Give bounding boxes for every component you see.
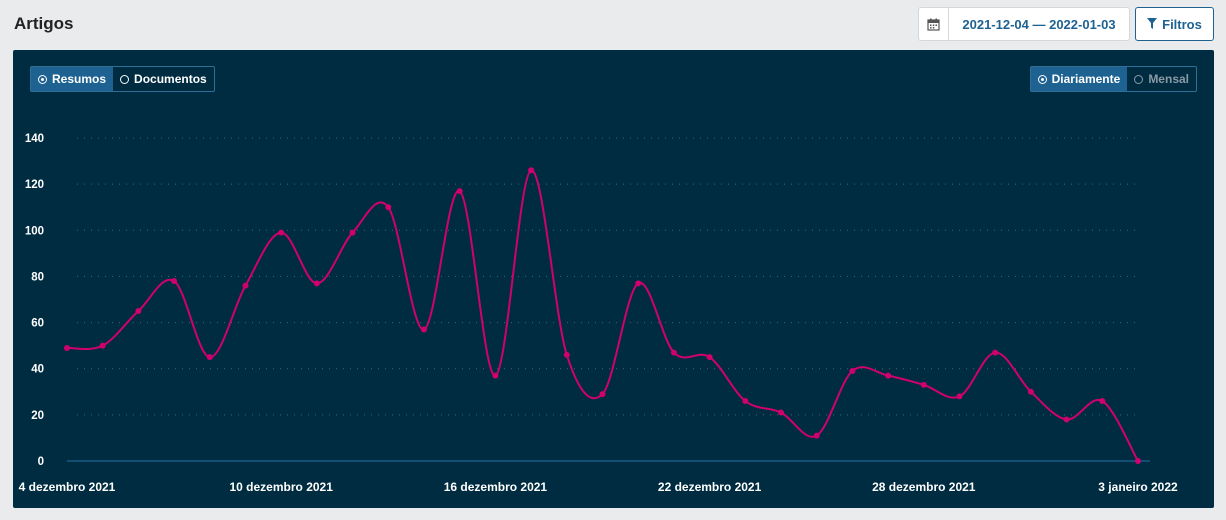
filter-button[interactable]: Filtros <box>1135 7 1214 41</box>
y-tick-label: 40 <box>31 364 44 376</box>
y-tick-label: 80 <box>31 271 44 283</box>
data-point <box>242 282 249 289</box>
x-tick-label: 22 dezembro 2021 <box>658 480 762 494</box>
metric-toggle: Resumos Documentos <box>30 66 215 92</box>
data-point <box>599 391 606 398</box>
toggle-diariamente-label: Diariamente <box>1051 72 1121 86</box>
toggle-diariamente[interactable]: Diariamente <box>1030 67 1128 91</box>
data-point <box>456 188 463 195</box>
data-point <box>1027 388 1034 395</box>
date-range-label: 2021-12-04 — 2022-01-03 <box>962 16 1116 32</box>
data-point <box>563 351 570 358</box>
x-tick-label: 16 dezembro 2021 <box>444 480 548 494</box>
data-point <box>742 398 749 405</box>
toggle-resumos-label: Resumos <box>52 72 107 86</box>
data-point <box>813 432 820 439</box>
data-point <box>528 167 535 174</box>
toggle-documentos-label: Documentos <box>134 72 207 86</box>
radio-checked-icon <box>38 74 47 84</box>
line-chart: 0 20 40 60 80 100 120 140 4 dezembro 2021 10 deze… <box>19 133 1178 494</box>
toggle-mensal-label: Mensal <box>1148 72 1189 86</box>
data-point <box>1063 416 1070 423</box>
period-toggle: Diariamente Mensal <box>1029 66 1197 92</box>
data-point <box>313 280 320 287</box>
toggle-documentos[interactable]: Documentos <box>113 67 214 91</box>
data-point <box>385 204 392 211</box>
data-point <box>920 381 927 388</box>
x-tick-label: 10 dezembro 2021 <box>230 480 334 494</box>
data-point <box>206 354 213 361</box>
data-point <box>956 393 963 400</box>
radio-unchecked-icon <box>120 74 130 84</box>
page-title: Artigos <box>14 14 74 33</box>
radio-unchecked-icon <box>1134 74 1144 84</box>
data-point <box>171 278 178 285</box>
data-point <box>635 280 642 287</box>
filter-label: Filtros <box>1162 16 1202 32</box>
data-point <box>278 229 285 236</box>
chart-panel: Resumos Documentos Diariamente Mensal 0 2… <box>13 50 1214 508</box>
data-point <box>492 372 499 379</box>
data-point <box>1099 398 1106 405</box>
toggle-mensal[interactable]: Mensal <box>1127 67 1196 91</box>
data-point <box>706 354 713 361</box>
data-point <box>64 344 70 351</box>
data-point <box>1135 458 1141 464</box>
data-point <box>778 409 784 416</box>
data-point <box>421 326 427 333</box>
x-tick-label: 4 dezembro 2021 <box>19 480 116 494</box>
data-point <box>135 308 142 315</box>
y-tick-label: 100 <box>25 225 44 237</box>
x-tick-label: 28 dezembro 2021 <box>872 480 976 494</box>
data-point <box>349 229 356 236</box>
data-point <box>992 349 999 356</box>
data-point <box>885 372 892 379</box>
y-tick-label: 60 <box>31 318 44 330</box>
y-tick-label: 120 <box>25 179 44 191</box>
y-tick-label: 140 <box>25 133 44 145</box>
filter-icon <box>1147 17 1158 32</box>
data-point <box>849 368 856 375</box>
calendar-icon <box>919 8 949 40</box>
date-range-picker[interactable]: 2021-12-04 — 2022-01-03 <box>918 7 1130 41</box>
data-point <box>99 342 106 349</box>
toggle-resumos[interactable]: Resumos <box>31 67 114 91</box>
series-line <box>66 169 1139 462</box>
y-tick-label: 20 <box>31 410 44 422</box>
radio-checked-icon <box>1037 74 1047 84</box>
x-tick-label: 3 janeiro 2022 <box>1098 480 1178 494</box>
y-tick-label: 0 <box>38 456 44 468</box>
data-point <box>670 349 677 356</box>
